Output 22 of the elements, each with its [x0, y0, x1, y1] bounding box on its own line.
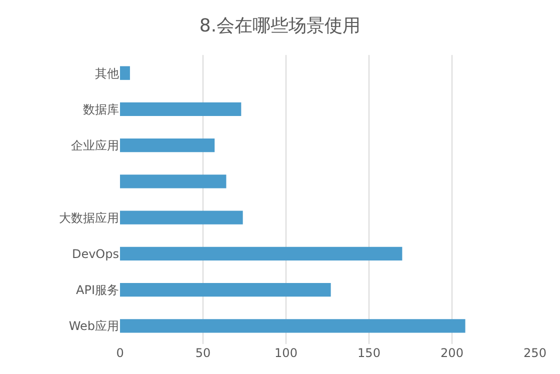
x-tick-label: 250: [524, 346, 546, 360]
y-tick-label: API服务: [76, 283, 119, 298]
x-tick-label: 150: [358, 346, 380, 360]
y-tick-label: 数据库: [83, 102, 119, 116]
chart-title: 8.会在哪些场景使用: [199, 15, 361, 36]
x-tick-label: 100: [274, 346, 298, 360]
x-tick-label: 200: [440, 346, 464, 360]
x-tick-label: 0: [116, 346, 124, 360]
y-tick-label: Web应用: [68, 319, 119, 334]
y-tick-label: DevOps: [72, 246, 119, 261]
bar: [120, 138, 215, 152]
bar: [120, 66, 130, 80]
bar: [120, 282, 331, 297]
bar: [120, 102, 242, 116]
y-tick-label: 大数据应用: [59, 210, 119, 225]
bar: [120, 210, 243, 224]
bar: [120, 174, 226, 188]
bar: [120, 319, 466, 333]
bar: [120, 246, 402, 261]
y-tick-label: 其他: [95, 66, 119, 80]
x-tick-label: 50: [195, 346, 211, 360]
y-tick-label: 企业应用: [71, 138, 119, 153]
